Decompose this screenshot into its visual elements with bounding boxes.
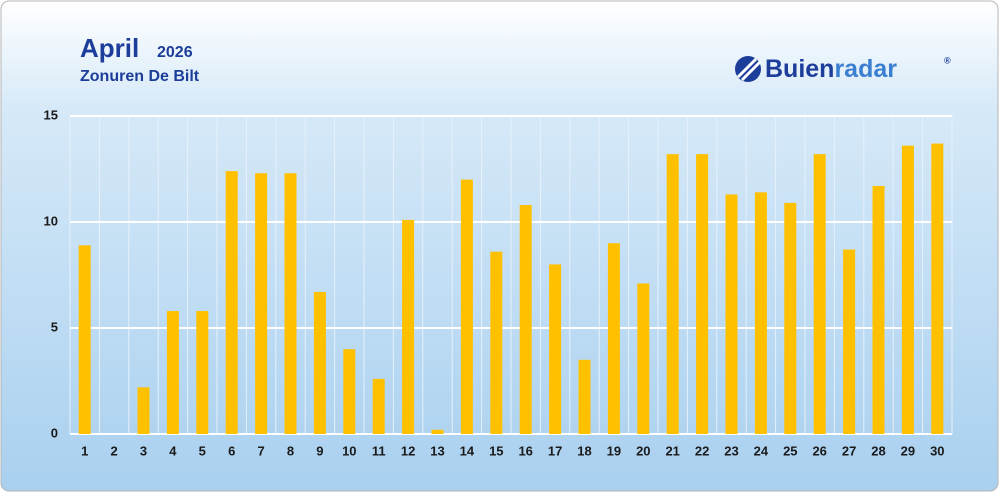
bar (402, 219, 415, 434)
x-tick-label: 30 (930, 443, 944, 458)
brand-part: Buien (765, 55, 834, 83)
x-tick-label: 24 (754, 443, 769, 458)
bar (725, 194, 738, 434)
bar (901, 145, 914, 434)
x-tick-label: 23 (724, 443, 738, 458)
chart-year: 2026 (157, 44, 193, 61)
bar (490, 251, 503, 434)
x-tick-label: 13 (430, 443, 444, 458)
x-tick-label: 7 (257, 443, 264, 458)
x-tick-label: 10 (342, 443, 356, 458)
bar (931, 143, 944, 434)
logo: Buienradar ® (735, 55, 951, 83)
x-tick-label: 18 (577, 443, 591, 458)
chart-subtitle: Zonuren De Bilt (80, 68, 200, 85)
x-tick-label: 19 (607, 443, 621, 458)
y-tick-label: 5 (51, 319, 58, 334)
bar (696, 154, 709, 434)
bar (431, 429, 444, 434)
chart-title: April (80, 33, 139, 63)
x-tick-label: 4 (169, 443, 177, 458)
bar (519, 205, 532, 434)
bar (137, 387, 150, 434)
x-tick-label: 26 (812, 443, 826, 458)
x-tick-label: 29 (901, 443, 915, 458)
y-tick-label: 0 (51, 425, 58, 440)
brand-part: radar (834, 55, 897, 83)
bar (637, 283, 650, 434)
bar (578, 359, 591, 434)
x-tick-label: 2 (110, 443, 117, 458)
y-tick-label: 10 (44, 213, 58, 228)
bar (255, 173, 268, 435)
bar (607, 243, 620, 434)
bar (196, 311, 209, 434)
x-tick-label: 15 (489, 443, 503, 458)
bar (813, 154, 826, 434)
bar (284, 173, 297, 435)
bar (784, 202, 797, 434)
bar (225, 171, 238, 434)
bar (843, 249, 856, 434)
x-tick-label: 25 (783, 443, 797, 458)
x-tick-label: 1 (81, 443, 88, 458)
bar (460, 179, 473, 434)
bar (372, 378, 385, 434)
bar (754, 192, 767, 434)
bar (313, 291, 326, 434)
x-tick-label: 8 (287, 443, 294, 458)
x-tick-label: 28 (871, 443, 885, 458)
bar (166, 311, 179, 434)
brand: Buienradar (765, 55, 897, 83)
x-tick-label: 5 (199, 443, 206, 458)
x-tick-label: 3 (140, 443, 147, 458)
bar (78, 245, 91, 434)
x-tick-label: 20 (636, 443, 650, 458)
x-tick-label: 11 (372, 443, 386, 458)
bar (666, 154, 679, 434)
logo-stripes (736, 57, 762, 82)
x-tick-label: 9 (316, 443, 323, 458)
x-tick-label: 21 (665, 443, 679, 458)
bar (549, 264, 562, 434)
x-tick-label: 17 (548, 443, 562, 458)
y-tick-label: 15 (44, 107, 58, 122)
bar (872, 185, 885, 434)
brand-mark: ® (944, 55, 951, 65)
x-tick-label: 6 (228, 443, 235, 458)
bar (343, 349, 356, 434)
x-tick-label: 22 (695, 443, 709, 458)
x-tick-label: 16 (518, 443, 532, 458)
x-tick-label: 12 (401, 443, 415, 458)
x-tick-label: 27 (842, 443, 856, 458)
x-tick-label: 14 (460, 443, 475, 458)
